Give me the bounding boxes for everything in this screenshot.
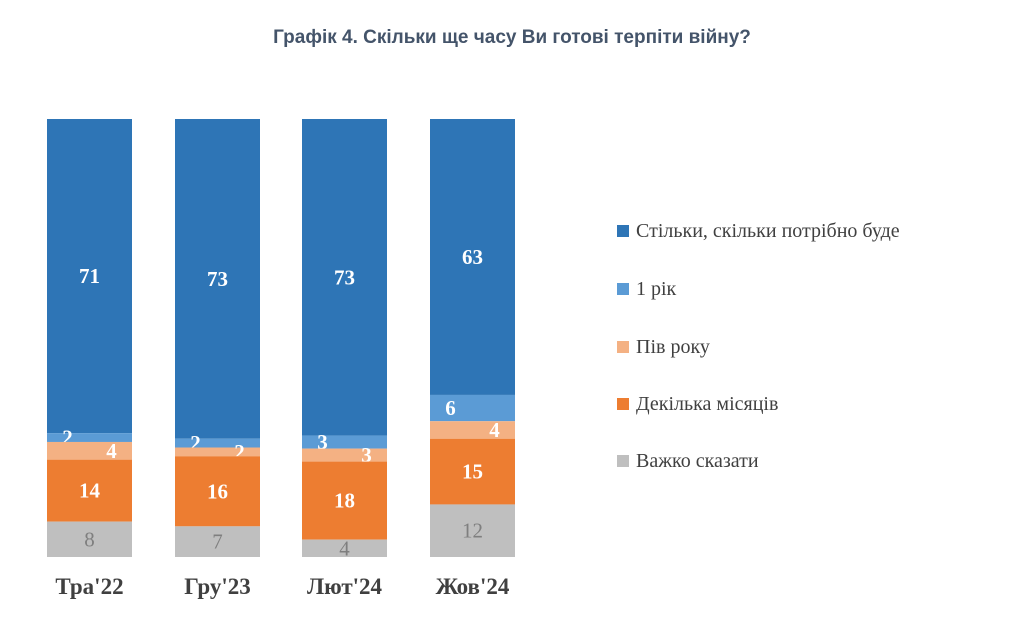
category-label: Тра'22 [55,574,123,599]
legend-swatch [617,455,629,467]
data-label: 71 [79,264,100,288]
bar-segment [302,448,387,462]
bar-segment [175,456,260,527]
bar-segment [47,521,132,557]
data-label: 73 [207,267,228,291]
data-label: 14 [79,479,101,503]
data-label: 3 [317,430,328,454]
bar-segment [430,394,515,422]
category-label: Лют'24 [307,574,383,599]
data-label: 2 [234,440,245,464]
category-label: Гру'23 [184,574,251,599]
legend-label: Пів року [636,336,710,358]
bar-segment [47,433,132,442]
bar-segment [430,421,515,439]
data-label: 12 [462,519,483,543]
legend-swatch [617,398,629,410]
data-label: 2 [62,426,73,450]
data-label: 18 [334,489,355,513]
data-label: 63 [462,245,483,269]
legend-swatch [617,283,629,295]
data-label: 7 [212,530,223,554]
bar-segment [47,441,132,460]
data-label: 4 [106,439,117,463]
bar-segment [302,119,387,436]
data-label: 15 [462,460,483,484]
bar-segment [175,438,260,448]
data-label: 16 [207,479,228,503]
bar-segment [175,526,260,557]
chart-title: Графік 4. Скільки ще часу Ви готові терп… [273,27,751,48]
bar-segment [47,119,132,434]
legend-label: Стільки, скільки потрібно буде [636,220,900,242]
bar-segment [302,435,387,449]
legend-label: Важко сказати [636,450,759,472]
legend-label: Декілька місяців [636,393,778,415]
bar-segment [430,504,515,557]
data-label: 3 [361,443,372,467]
data-label: 2 [190,431,201,455]
bar-segment [47,459,132,522]
bar-segment [430,438,515,505]
bar-segment [302,539,387,557]
data-label: 73 [334,265,355,289]
bar-segment [302,461,387,540]
legend-swatch [617,225,629,237]
bar-segment [175,119,260,439]
data-label: 8 [84,527,95,551]
category-label: Жов'24 [436,574,510,599]
legend-label: 1 рік [636,278,677,300]
bar-segment [430,119,515,395]
data-label: 6 [445,396,456,420]
bar-segment [175,447,260,457]
data-label: 4 [489,418,500,442]
data-label: 4 [339,536,350,560]
legend-swatch [617,341,629,353]
